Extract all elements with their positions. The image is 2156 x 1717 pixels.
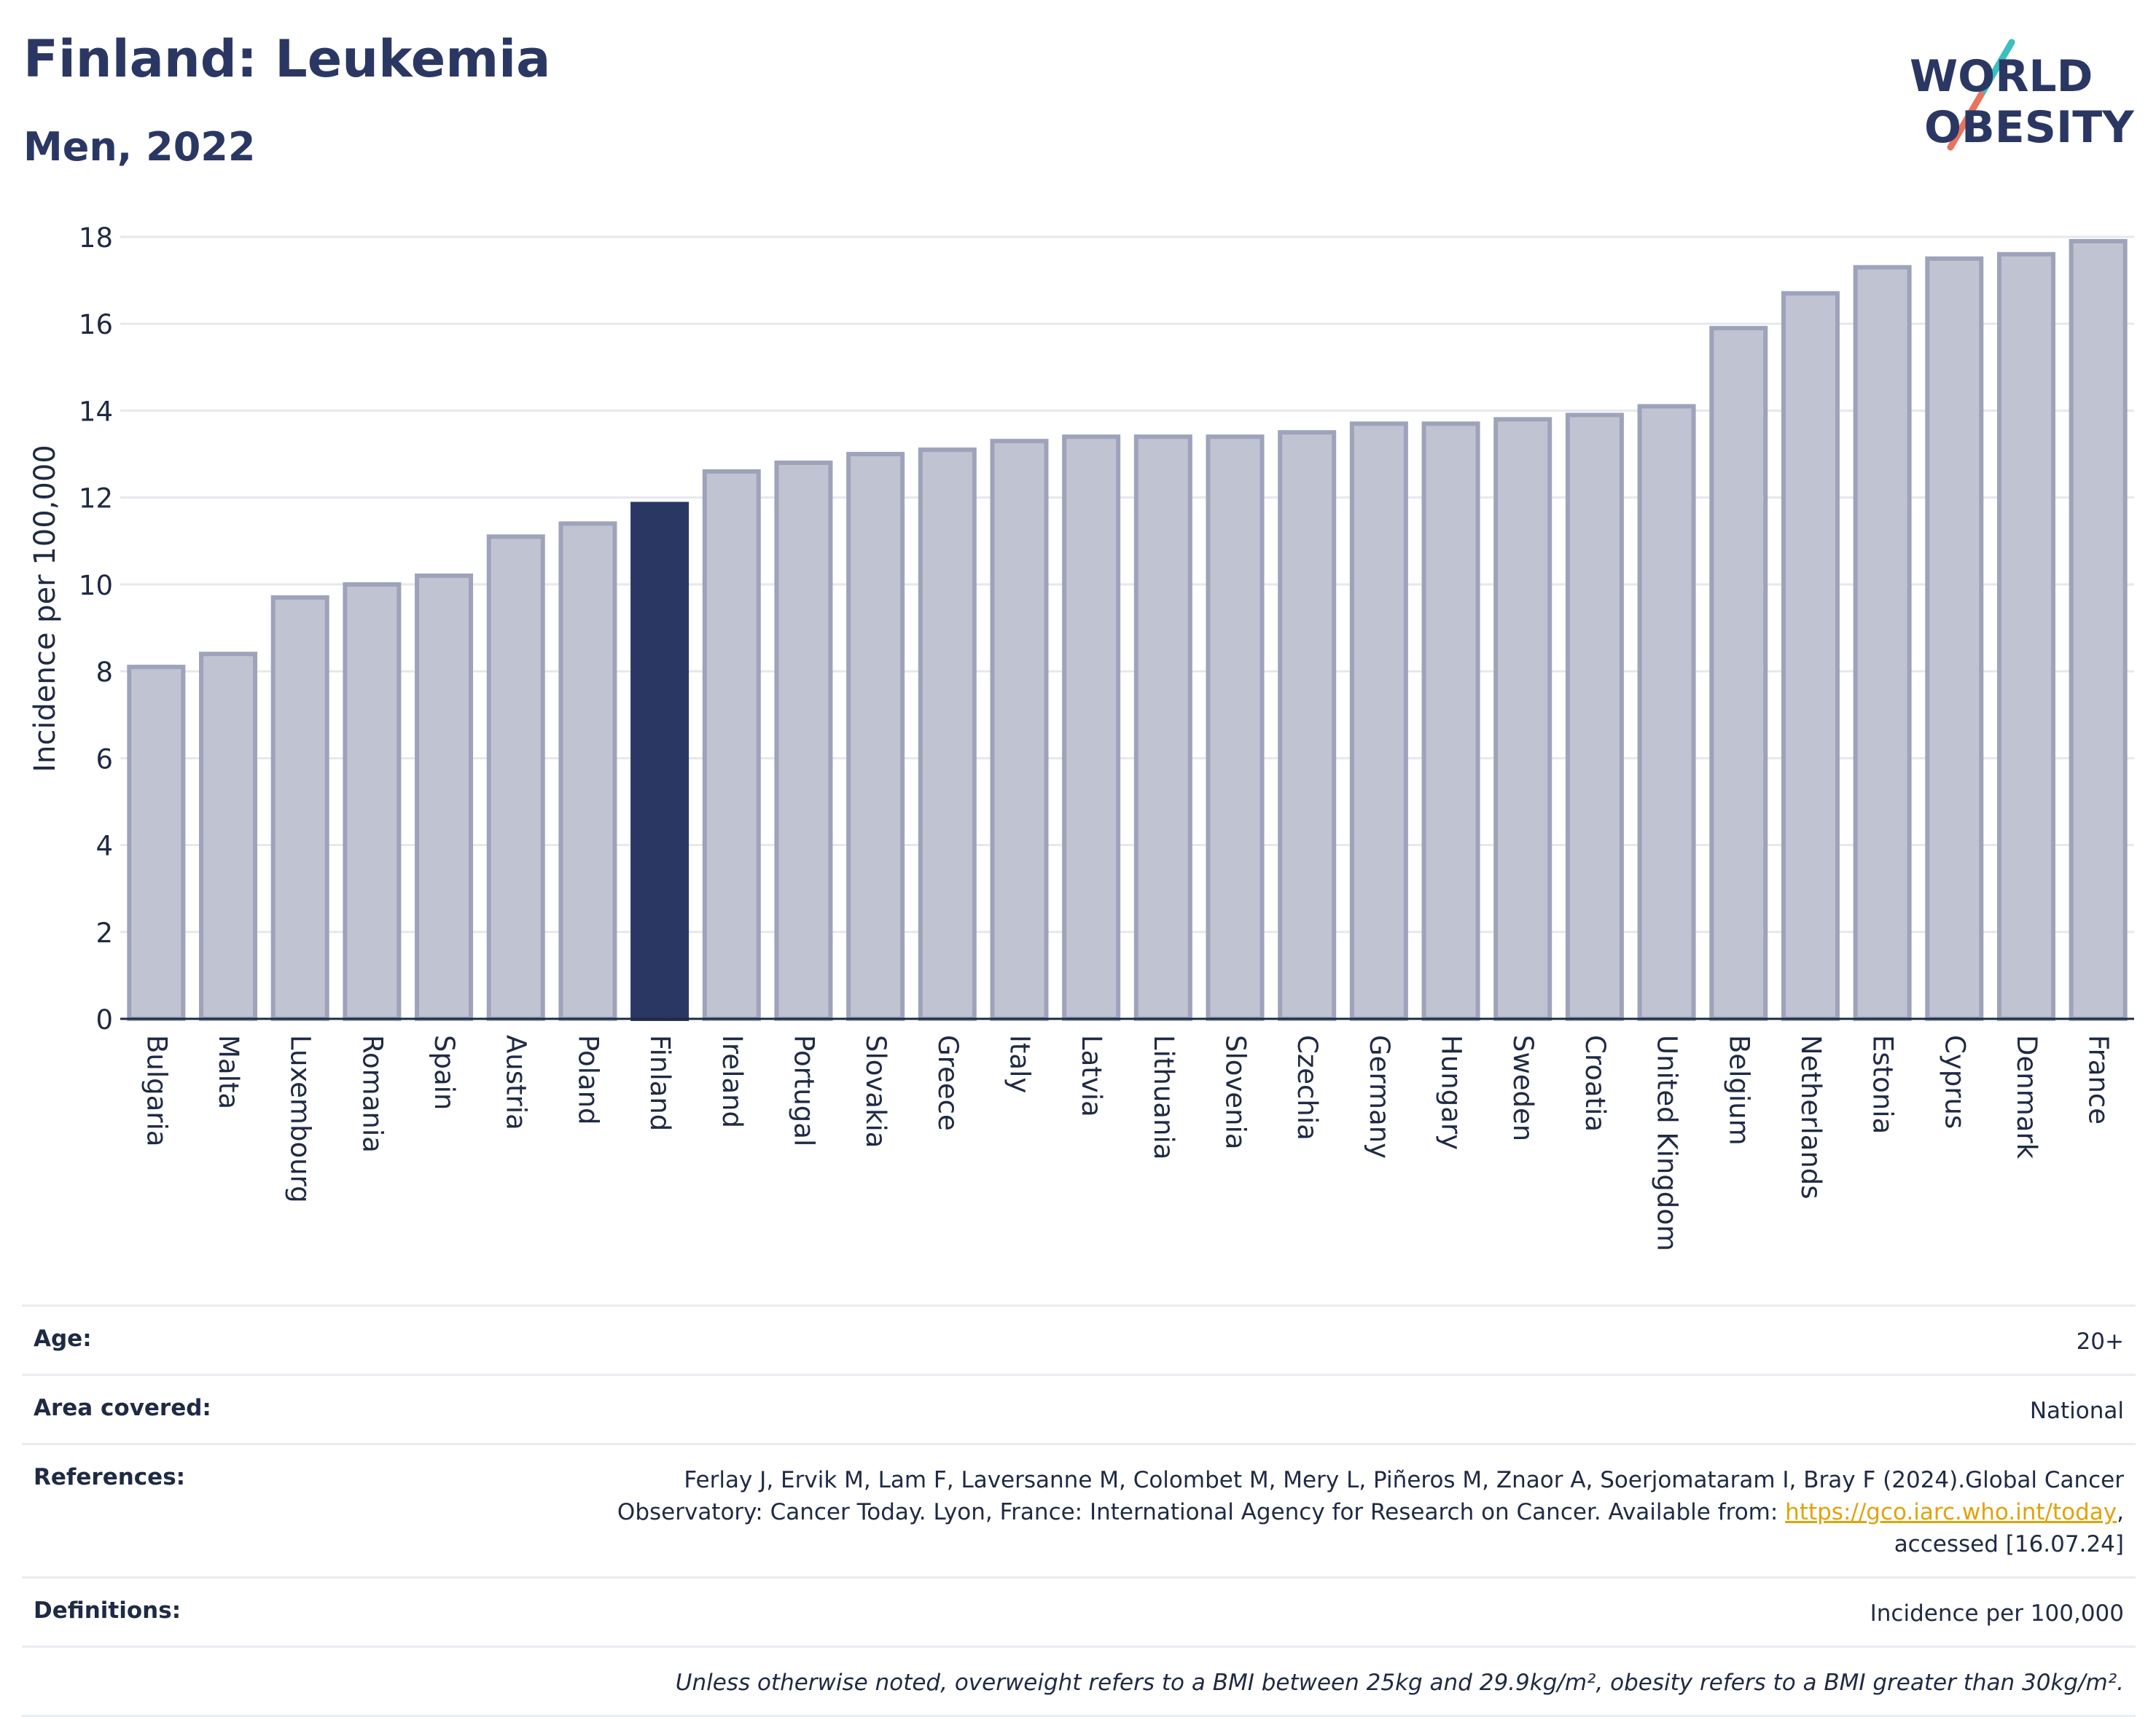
y-tick-label: 8 (95, 657, 113, 688)
bar-malta (199, 652, 258, 1021)
x-tick-label-estonia: Estonia (1867, 1035, 1899, 1134)
area-value: National (2029, 1398, 2124, 1424)
bmi-note: Unless otherwise noted, overweight refer… (675, 1670, 2124, 1696)
bar-finland (630, 501, 690, 1021)
x-tick-label-belgium: Belgium (1723, 1035, 1754, 1146)
definitions-label: Definitions: (34, 1597, 181, 1624)
x-tick-label-united-kingdom: United Kingdom (1652, 1035, 1683, 1251)
bar-united-kingdom (1637, 404, 1696, 1021)
x-tick-label-greece: Greece (932, 1035, 964, 1131)
y-tick-label: 14 (79, 396, 113, 427)
x-tick-label-italy: Italy (1004, 1035, 1035, 1093)
bar-hungary (1421, 421, 1480, 1021)
bar-belgium (1709, 326, 1768, 1021)
x-tick-label-netherlands: Netherlands (1795, 1035, 1827, 1200)
x-tick-label-lithuania: Lithuania (1148, 1035, 1179, 1159)
x-tick-label-austria: Austria (501, 1035, 532, 1130)
x-tick-label-germany: Germany (1364, 1035, 1395, 1159)
logo-slash-teal (1977, 39, 2015, 98)
references-text-3: , (2117, 1499, 2124, 1525)
bar-slovenia (1206, 434, 1265, 1021)
y-tick-label: 18 (79, 222, 113, 254)
x-tick-label-bulgaria: Bulgaria (141, 1035, 172, 1146)
bar-netherlands (1781, 291, 1840, 1021)
x-tick-label-luxembourg: Luxembourg (285, 1035, 316, 1203)
info-row-definitions: Definitions: Incidence per 100,000 (22, 1576, 2136, 1646)
chart-title: Finland: Leukemia (23, 29, 551, 89)
bar-latvia (1062, 434, 1121, 1021)
y-tick-labels: 0 2 4 6 8 10 12 14 16 18 (79, 222, 113, 1036)
bar-denmark (1996, 251, 2055, 1021)
x-tick-label-malta: Malta (213, 1035, 244, 1109)
references-text-2: Observatory: Cancer Today. Lyon, France:… (617, 1499, 1786, 1525)
x-tick-label-spain: Spain (429, 1035, 460, 1110)
age-value: 20+ (2076, 1329, 2124, 1355)
info-row-note: Unless otherwise noted, overweight refer… (22, 1646, 2136, 1717)
bar-bulgaria (127, 665, 186, 1022)
bar-france (2069, 238, 2128, 1022)
x-tick-label-latvia: Latvia (1076, 1035, 1107, 1117)
x-tick-label-portugal: Portugal (788, 1035, 819, 1146)
x-tick-label-sweden: Sweden (1507, 1035, 1539, 1141)
logo-line1: WORLD (1910, 51, 2093, 102)
info-row-age: Age: 20+ (22, 1305, 2136, 1374)
age-label: Age: (34, 1326, 92, 1352)
y-axis-label: Incidence per 100,000 (28, 445, 62, 773)
references-text-4: accessed [16.07.24] (1894, 1531, 2124, 1557)
bar-slovakia (846, 452, 905, 1021)
x-tick-label-denmark: Denmark (2011, 1035, 2042, 1159)
x-tick-label-ireland: Ireland (716, 1035, 748, 1128)
bar-ireland (702, 469, 761, 1021)
references-label: References: (34, 1464, 186, 1490)
y-tick-label: 4 (95, 831, 113, 862)
logo-slash-coral (1947, 91, 1985, 151)
bar-czechia (1278, 430, 1337, 1021)
bar-lithuania (1133, 434, 1192, 1021)
y-tick-label: 2 (95, 918, 113, 949)
bar-greece (918, 447, 977, 1021)
bar-poland (558, 521, 617, 1021)
x-tick-label-romania: Romania (356, 1035, 388, 1153)
bar-austria (486, 534, 545, 1021)
bar-portugal (774, 460, 833, 1021)
bar-croatia (1565, 412, 1624, 1021)
references-value: Ferlay J, Ervik M, Lam F, Laversanne M, … (617, 1464, 2124, 1560)
definitions-value: Incidence per 100,000 (1870, 1600, 2124, 1627)
bar-estonia (1853, 265, 1912, 1021)
x-tick-label-slovenia: Slovenia (1220, 1035, 1251, 1149)
x-tick-label-cyprus: Cyprus (1939, 1035, 1970, 1129)
x-tick-label-finland: Finland (644, 1035, 676, 1131)
bars (127, 238, 2128, 1022)
logo-line2: OBESITY (1924, 102, 2135, 153)
bar-spain (415, 573, 474, 1021)
y-tick-label: 10 (79, 570, 113, 601)
y-tick-label: 16 (79, 309, 113, 340)
x-tick-label-hungary: Hungary (1436, 1035, 1467, 1150)
y-tick-label: 12 (79, 483, 113, 515)
x-tick-label-france: France (2083, 1035, 2114, 1125)
y-tick-label: 0 (95, 1004, 113, 1036)
bar-italy (990, 439, 1049, 1021)
x-tick-label-croatia: Croatia (1579, 1035, 1611, 1132)
x-tick-labels: Bulgaria Malta Luxembourg Romania Spain Austr… (141, 1035, 2114, 1251)
y-tick-label: 6 (95, 743, 113, 775)
info-table: Age: 20+ Area covered: National Referenc… (22, 1305, 2136, 1717)
x-tick-label-poland: Poland (572, 1035, 604, 1125)
world-obesity-logo: WORLD OBESITY (1910, 39, 2135, 153)
info-row-area: Area covered: National (22, 1374, 2136, 1443)
bar-romania (343, 582, 402, 1021)
bar-germany (1349, 421, 1408, 1021)
bar-sweden (1493, 417, 1552, 1021)
area-label: Area covered: (34, 1395, 211, 1421)
chart-subtitle: Men, 2022 (23, 124, 256, 170)
bar-luxembourg (270, 595, 329, 1021)
references-link[interactable]: https://gco.iarc.who.int/today (1785, 1499, 2117, 1525)
x-tick-label-slovakia: Slovakia (860, 1035, 891, 1148)
bar-chart: 0 2 4 6 8 10 12 14 16 18 Bulgaria Malta Luxembourg R… (28, 222, 2134, 1251)
x-tick-label-czechia: Czechia (1292, 1035, 1323, 1141)
bar-cyprus (1925, 256, 1984, 1021)
info-row-references: References: Ferlay J, Ervik M, Lam F, La… (22, 1443, 2136, 1576)
references-text-1: Ferlay J, Ervik M, Lam F, Laversanne M, … (684, 1467, 2124, 1493)
